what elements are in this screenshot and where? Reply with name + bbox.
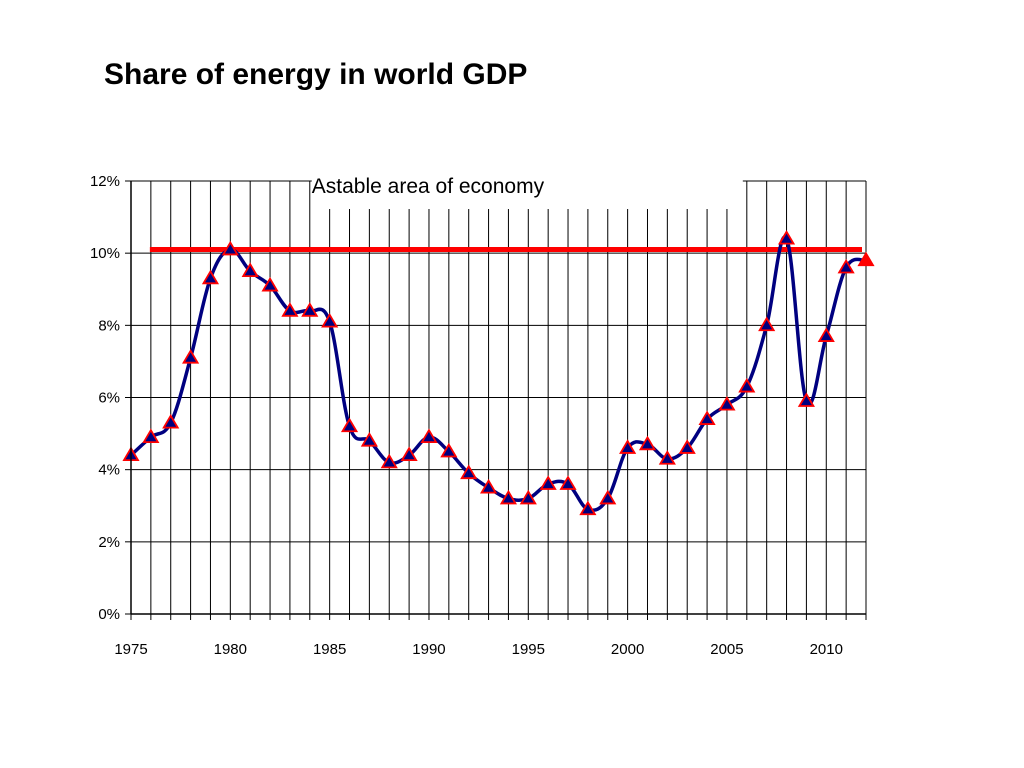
x-tick-label: 1985 <box>313 641 346 658</box>
data-point-marker <box>777 229 796 245</box>
data-point-marker <box>559 475 577 490</box>
annotation-text: Astable area of economy <box>312 175 545 198</box>
y-tick-label: 12% <box>90 173 120 190</box>
data-point-marker <box>400 446 418 462</box>
y-tick-label: 6% <box>98 390 120 407</box>
data-point-marker <box>162 413 180 429</box>
data-point-marker <box>579 500 597 516</box>
series-markers <box>122 229 875 516</box>
data-point-marker <box>201 269 220 285</box>
data-point-marker <box>817 327 835 342</box>
data-point-marker <box>519 489 537 505</box>
axes: 0% 2% 4% 6% 8% 10% 12% 1975 1980 1985 1990 1995 2000… <box>90 173 867 658</box>
data-point-marker <box>261 276 279 292</box>
x-tick-label: 2005 <box>710 641 743 658</box>
data-point-marker <box>619 439 637 454</box>
data-point-marker <box>599 489 617 505</box>
y-tick-label: 2% <box>98 534 120 551</box>
data-point-marker <box>380 453 398 469</box>
x-tick-label: 1995 <box>512 641 545 658</box>
y-tick-label: 10% <box>90 245 120 262</box>
data-point-marker <box>460 464 478 480</box>
y-tick-label: 4% <box>98 462 120 479</box>
annotation: Astable area of economy <box>311 175 743 209</box>
grid-lines <box>130 180 867 615</box>
x-tick-label: 1990 <box>412 641 445 658</box>
data-point-marker <box>658 450 676 465</box>
data-point-marker <box>698 410 716 425</box>
data-point-marker <box>420 428 438 443</box>
slide-title: Share of energy in world GDP <box>104 58 528 91</box>
data-point-marker <box>221 240 239 256</box>
data-point-marker <box>758 316 776 332</box>
data-point-marker <box>638 435 657 451</box>
y-tick-label: 0% <box>98 606 120 623</box>
x-tick-label: 1975 <box>114 641 147 658</box>
data-point-marker <box>797 392 815 407</box>
data-point-marker <box>718 395 736 411</box>
data-point-marker <box>360 432 378 447</box>
data-point-marker <box>321 312 339 328</box>
data-point-marker <box>440 442 458 458</box>
data-point-marker <box>479 478 498 494</box>
data-point-marker <box>142 428 160 443</box>
data-point-marker <box>301 302 319 317</box>
x-tick-label: 2000 <box>611 641 644 658</box>
data-point-marker <box>539 475 557 490</box>
data-point-marker <box>182 349 200 364</box>
data-point-marker <box>499 489 518 505</box>
data-point-marker <box>857 251 875 267</box>
y-tick-label: 8% <box>98 317 120 334</box>
data-point-marker <box>281 302 299 317</box>
x-tick-label: 2010 <box>810 641 843 658</box>
data-point-marker <box>241 262 259 278</box>
annotation-background <box>311 175 743 209</box>
data-point-marker <box>738 377 756 393</box>
data-point-marker <box>678 439 696 454</box>
data-point-marker <box>837 258 855 274</box>
x-tick-label: 1980 <box>214 641 247 658</box>
data-point-marker <box>340 417 359 433</box>
